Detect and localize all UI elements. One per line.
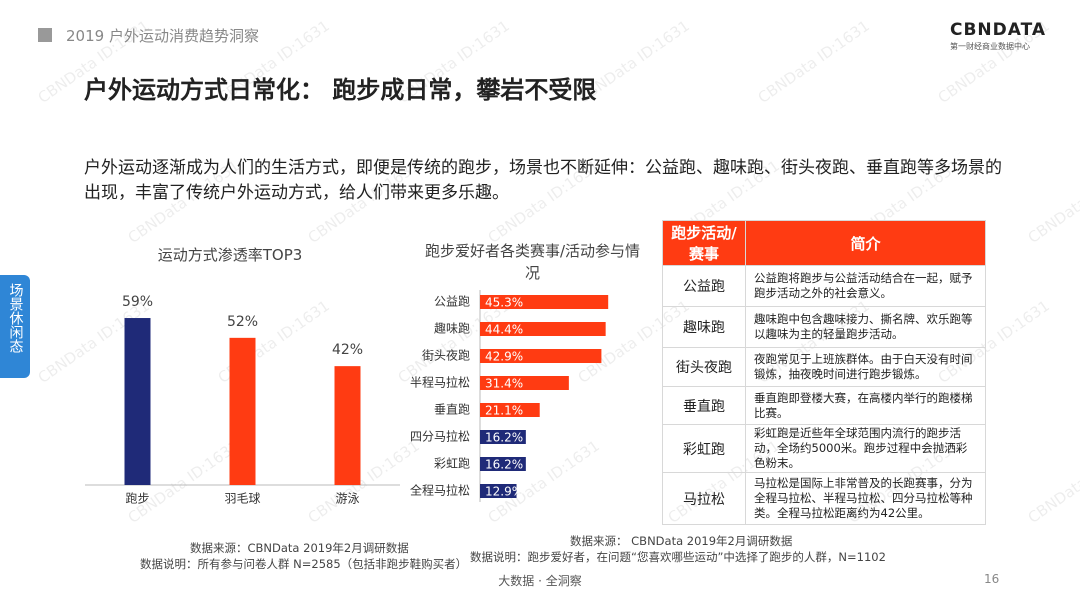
bar (480, 430, 526, 444)
y-tick-label: 四分马拉松 (410, 429, 470, 444)
header-square (38, 28, 52, 42)
slide-title: 户外运动方式日常化： 跑步成日常，攀岩不受限 (84, 76, 597, 104)
y-tick-label: 街头夜跑 (422, 348, 470, 363)
table-row: 公益跑 公益跑将跑步与公益活动结合在一起，赋予跑步活动之外的社会意义。 (662, 265, 986, 307)
page-number: 16 (984, 572, 1000, 586)
bar (480, 295, 609, 309)
x-tick-label: 羽毛球 (224, 492, 260, 506)
info-table: 跑步活动/赛事 简介 公益跑 公益跑将跑步与公益活动结合在一起，赋予跑步活动之外的… (662, 220, 986, 525)
table-row: 彩虹跑 彩虹跑是近些年全球范围内流行的跑步活动，全场约5000米。跑步过程中会抛洒… (662, 424, 986, 473)
activity-desc: 夜跑常见于上班族群体。由于白天没有时间锻炼，抽夜晚时间进行跑步锻炼。 (745, 347, 986, 387)
value-label: 16.2% (485, 458, 523, 472)
table-row: 街头夜跑 夜跑常见于上班族群体。由于白天没有时间锻炼，抽夜晚时间进行跑步锻炼。 (662, 347, 986, 387)
activity-name: 垂直跑 (662, 386, 746, 425)
table-row: 马拉松 马拉松是国际上非常普及的长跑赛事，分为全程马拉松、半程马拉松、四分马拉松等… (662, 472, 986, 525)
y-tick-label: 垂直跑 (434, 403, 470, 417)
bar (480, 403, 540, 417)
activity-desc: 公益跑将跑步与公益活动结合在一起，赋予跑步活动之外的社会意义。 (745, 265, 986, 307)
value-label: 42% (332, 342, 363, 358)
activity-name: 街头夜跑 (662, 347, 746, 387)
source-note: 数据说明：跑步爱好者，在问题“您喜欢哪些运动”中选择了跑步的人群，N=1102 (470, 550, 886, 564)
side-tab: 场景休闲态 (0, 275, 30, 378)
x-tick-label: 跑步 (125, 492, 149, 506)
value-label: 21.1% (485, 404, 523, 418)
x-tick-label: 游泳 (335, 492, 359, 506)
value-label: 45.3% (485, 296, 523, 310)
y-tick-label: 公益跑 (434, 295, 470, 309)
bar (480, 484, 517, 498)
chart-title: 跑步爱好者各类赛事/活动参与情况 (424, 242, 641, 282)
table-row: 垂直跑 垂直跑即登楼大赛，在高楼内举行的跑楼梯比赛。 (662, 386, 986, 425)
header-cell: 跑步活动/赛事 (662, 220, 746, 266)
value-label: 59% (122, 294, 153, 310)
y-tick-label: 全程马拉松 (410, 483, 470, 498)
bar (480, 349, 602, 363)
value-label: 12.9% (485, 485, 523, 499)
bar (229, 337, 256, 485)
table-header: 跑步活动/赛事 简介 (662, 220, 986, 266)
chart-title: 运动方式渗透率TOP3 (157, 246, 303, 264)
y-tick-label: 趣味跑 (434, 321, 470, 336)
logo-caption: 第一财经商业数据中心 (950, 42, 1030, 51)
bar (124, 318, 151, 485)
source-note: 数据说明：所有参与问卷人群 N=2585（包括非跑步鞋购买者） (140, 557, 468, 571)
value-label: 31.4% (485, 377, 523, 391)
header-cell: 简介 (745, 220, 986, 266)
source-note: 数据来源：CBNData 2019年2月调研数据 (190, 541, 409, 555)
value-label: 42.9% (485, 350, 523, 364)
activity-name: 公益跑 (662, 265, 746, 307)
header-subtitle: 2019 户外运动消费趋势洞察 (66, 27, 259, 45)
value-label: 52% (227, 314, 258, 330)
activity-name: 彩虹跑 (662, 424, 746, 473)
y-tick-label: 半程马拉松 (410, 375, 470, 390)
bar (334, 366, 361, 485)
activity-desc: 趣味跑中包含趣味接力、撕名牌、欢乐跑等以趣味为主的轻量跑步活动。 (745, 306, 986, 348)
intro-text: 户外运动逐渐成为人们的生活方式，即便是传统的跑步，场景也不断延伸：公益跑、趣味跑… (84, 158, 1002, 203)
activity-desc: 垂直跑即登楼大赛，在高楼内举行的跑楼梯比赛。 (745, 386, 986, 425)
bar (480, 457, 526, 471)
activity-desc: 彩虹跑是近些年全球范围内流行的跑步活动，全场约5000米。跑步过程中会抛洒彩色粉… (745, 424, 986, 473)
bar (480, 322, 606, 336)
table-row: 趣味跑 趣味跑中包含趣味接力、撕名牌、欢乐跑等以趣味为主的轻量跑步活动。 (662, 306, 986, 348)
y-tick-label: 彩虹跑 (434, 457, 470, 471)
footer-slogan: 大数据 · 全洞察 (498, 574, 582, 588)
source-note: 数据来源： CBNData 2019年2月调研数据 (570, 534, 793, 548)
activity-name: 趣味跑 (662, 306, 746, 348)
logo: CBNDATA (950, 20, 1047, 40)
activity-name: 马拉松 (662, 472, 746, 525)
value-label: 44.4% (485, 323, 523, 337)
value-label: 16.2% (485, 431, 523, 445)
activity-desc: 马拉松是国际上非常普及的长跑赛事，分为全程马拉松、半程马拉松、四分马拉松等种类。… (745, 472, 986, 525)
bar (480, 376, 569, 390)
